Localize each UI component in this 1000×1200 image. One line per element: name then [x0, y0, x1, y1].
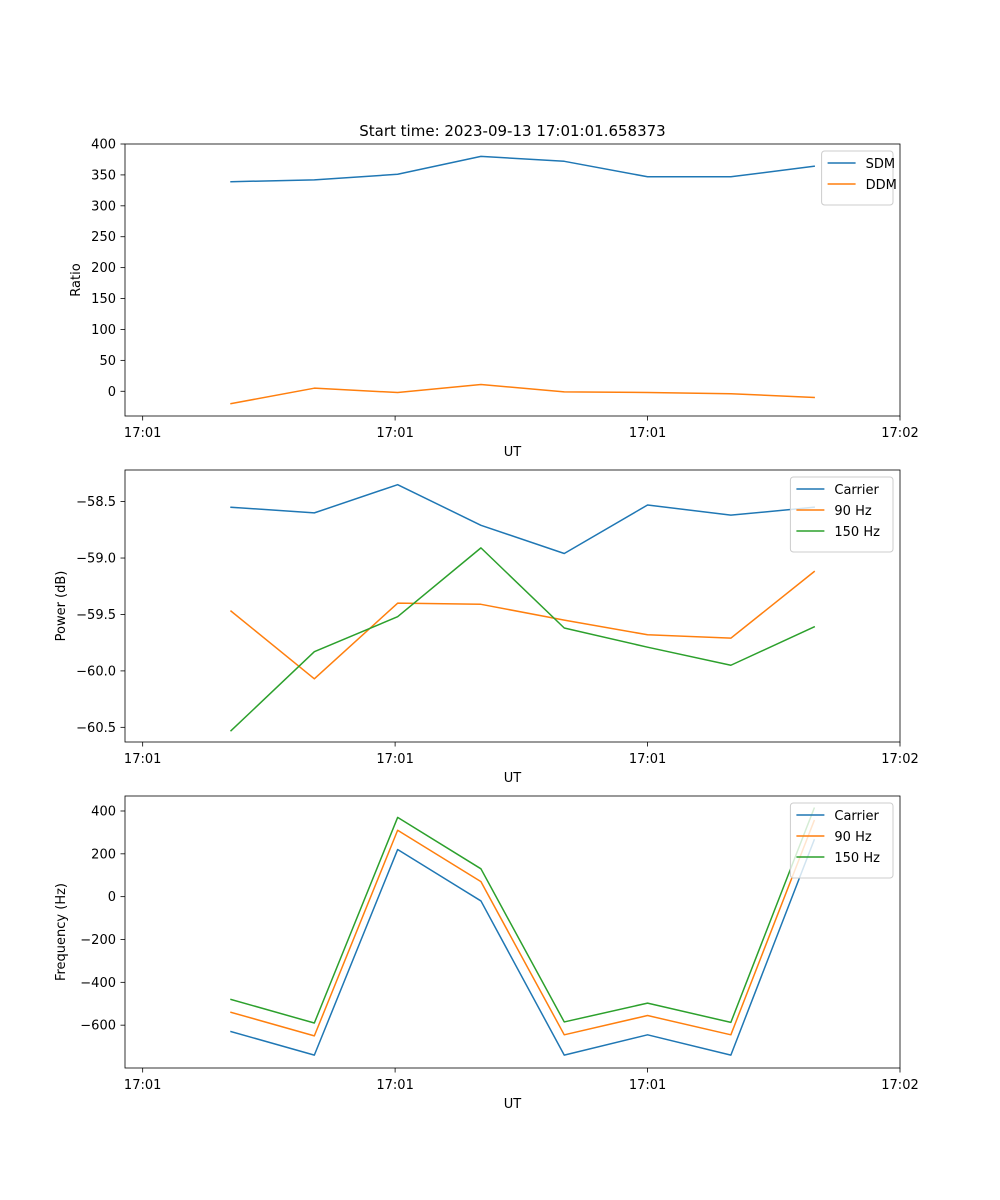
x-axis-label: UT [504, 771, 522, 786]
y-tick-label: −59.0 [76, 552, 116, 567]
y-tick-label: 150 [91, 292, 116, 307]
x-axis-label: UT [504, 445, 522, 460]
series-line-150-hz [230, 807, 816, 1024]
y-tick-label: −60.5 [76, 721, 116, 736]
y-axis-label: Ratio [69, 263, 84, 296]
y-tick-label: 0 [108, 385, 116, 400]
y-tick-label: 0 [108, 890, 116, 905]
axes-frame [124, 469, 901, 743]
x-tick-label: 17:02 [881, 1078, 918, 1093]
y-tick-label: 200 [91, 261, 116, 276]
series-line-sdm [230, 155, 816, 183]
series-line-ddm [230, 383, 815, 405]
legend-label: 90 Hz [834, 504, 871, 519]
axes-frame [124, 143, 901, 417]
legend-label: 90 Hz [834, 830, 871, 845]
x-tick-label: 17:01 [124, 752, 161, 767]
legend-box [821, 150, 894, 206]
x-tick-label: 17:02 [881, 752, 918, 767]
panel-frequency: 17:01 17:01 17:01 17:02 −600 −400 −200 0 200 400 U… [54, 795, 919, 1112]
y-axis-label: Frequency (Hz) [54, 883, 69, 981]
legend: SDM DDM [821, 150, 897, 206]
series-line-150-hz [229, 547, 816, 732]
y-tick-label: −60.0 [76, 664, 116, 679]
legend-label: Carrier [834, 483, 879, 498]
y-tick-label: 50 [99, 354, 116, 369]
y-tick-label: −600 [80, 1019, 116, 1034]
legend: Carrier 90 Hz 150 Hz [789, 802, 894, 879]
legend: Carrier 90 Hz 150 Hz [789, 476, 894, 553]
y-tick-label: 300 [91, 199, 116, 214]
x-tick-label: 17:01 [629, 426, 666, 441]
y-tick-label: 400 [91, 804, 116, 819]
panel-ratio: 17:01 17:01 17:01 17:02 0 50 100 150 200 250 300 35… [69, 138, 919, 461]
x-tick-label: 17:01 [124, 426, 161, 441]
y-tick-label: 200 [91, 847, 116, 862]
x-tick-label: 17:01 [629, 1078, 666, 1093]
legend-label: SDM [866, 157, 895, 172]
axes-frame [124, 795, 901, 1069]
y-tick-label: −400 [80, 976, 116, 991]
x-tick-label: 17:01 [376, 426, 413, 441]
legend-label: 150 Hz [834, 851, 880, 866]
y-axis-label: Power (dB) [54, 571, 69, 642]
x-tick-label: 17:01 [629, 752, 666, 767]
panel-power: 17:01 17:01 17:01 17:02 −60.5 −60.0 −59.5 −59.0… [54, 469, 919, 786]
x-axis-label: UT [504, 1097, 522, 1112]
y-tick-label: −59.5 [76, 608, 116, 623]
legend-label: Carrier [834, 809, 879, 824]
y-tick-label: 100 [91, 323, 116, 338]
y-tick-label: 350 [91, 168, 116, 183]
x-tick-label: 17:01 [376, 752, 413, 767]
legend-label: DDM [866, 178, 897, 193]
legend-box [789, 802, 894, 879]
x-tick-label: 17:01 [124, 1078, 161, 1093]
legend-label: 150 Hz [834, 525, 880, 540]
y-tick-label: 250 [91, 230, 116, 245]
series-line-carrier [230, 838, 816, 1056]
series-line-90-hz [229, 570, 816, 680]
figure-title: Start time: 2023-09-13 17:01:01.658373 [359, 122, 665, 140]
x-tick-label: 17:01 [376, 1078, 413, 1093]
y-tick-label: 400 [91, 138, 116, 153]
y-tick-label: −58.5 [76, 495, 116, 510]
series-line-90-hz [230, 819, 816, 1037]
x-tick-label: 17:02 [881, 426, 918, 441]
legend-box [789, 476, 894, 553]
series-line-carrier [230, 483, 815, 555]
panels: 17:01 17:01 17:01 17:02 0 50 100 150 200 250 300 35… [54, 138, 919, 1113]
y-tick-label: −200 [80, 933, 116, 948]
